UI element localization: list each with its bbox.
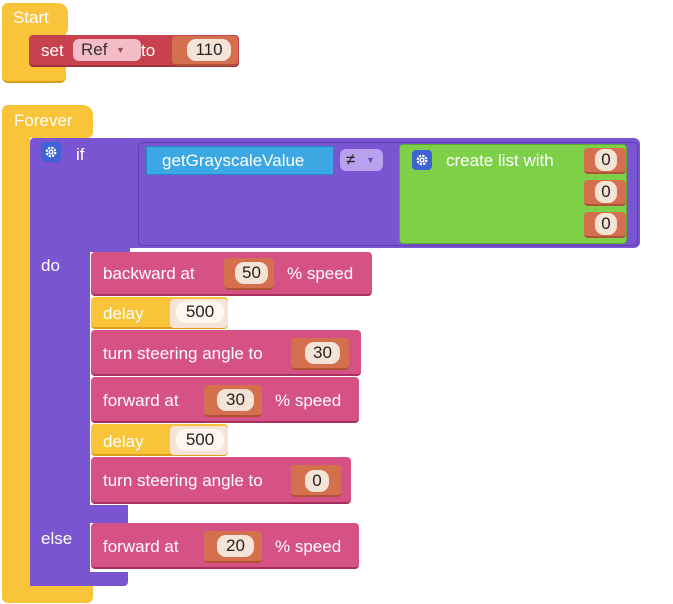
forward-speed-value[interactable]: 30 — [217, 389, 254, 411]
gear-icon[interactable] — [41, 142, 61, 162]
list-item-value[interactable]: 0 — [595, 149, 617, 171]
turn-steering-label: turn steering angle to — [103, 471, 263, 490]
if-else-mid-bar — [30, 505, 128, 523]
backward-speed-value[interactable]: 50 — [235, 262, 268, 284]
backward-suffix: % speed — [287, 264, 354, 283]
forward-suffix: % speed — [275, 537, 342, 556]
dropdown-arrow-icon: ▼ — [116, 45, 125, 55]
set-label: set — [41, 41, 64, 60]
turn-angle-value[interactable]: 0 — [305, 470, 329, 492]
list-item-value[interactable]: 0 — [595, 213, 617, 235]
start-label: Start — [13, 8, 49, 27]
list-item-value[interactable]: 0 — [595, 181, 617, 203]
start-event-header — [2, 3, 68, 35]
backward-label: backward at — [103, 264, 195, 283]
forward-suffix: % speed — [275, 391, 342, 410]
getgrayscale-block[interactable] — [146, 146, 334, 175]
delay-value[interactable]: 500 — [176, 301, 224, 323]
ref-value-field[interactable]: 110 — [187, 39, 231, 61]
delay-value[interactable]: 500 — [176, 429, 224, 451]
delay-label: delay — [103, 304, 144, 323]
turn-angle-value[interactable]: 30 — [305, 342, 340, 364]
to-label: to — [141, 41, 156, 60]
do-label: do — [41, 256, 60, 275]
turn-steering-label: turn steering angle to — [103, 344, 263, 363]
else-label: else — [41, 529, 73, 548]
variable-dropdown[interactable]: Ref ▼ — [73, 39, 141, 61]
forward-label: forward at — [103, 391, 179, 410]
variable-name: Ref — [81, 40, 108, 59]
forward-label: forward at — [103, 537, 179, 556]
dropdown-arrow-icon: ▼ — [366, 155, 375, 165]
gear-icon[interactable] — [412, 150, 432, 170]
forever-bottom-cap — [2, 585, 93, 603]
if-else-left-spine — [30, 240, 90, 586]
delay-label: delay — [103, 432, 144, 451]
operator-dropdown[interactable]: ≠ ▼ — [340, 149, 383, 171]
operator-symbol: ≠ — [346, 150, 356, 169]
forever-label: Forever — [14, 111, 73, 130]
getgrayscale-label: getGrayscaleValue — [162, 151, 305, 170]
forward-speed-value[interactable]: 20 — [217, 535, 254, 557]
forever-left-bar — [2, 130, 30, 596]
if-else-bottom-bar — [30, 572, 128, 586]
if-label: if — [76, 145, 85, 164]
create-list-label: create list with — [446, 151, 554, 170]
